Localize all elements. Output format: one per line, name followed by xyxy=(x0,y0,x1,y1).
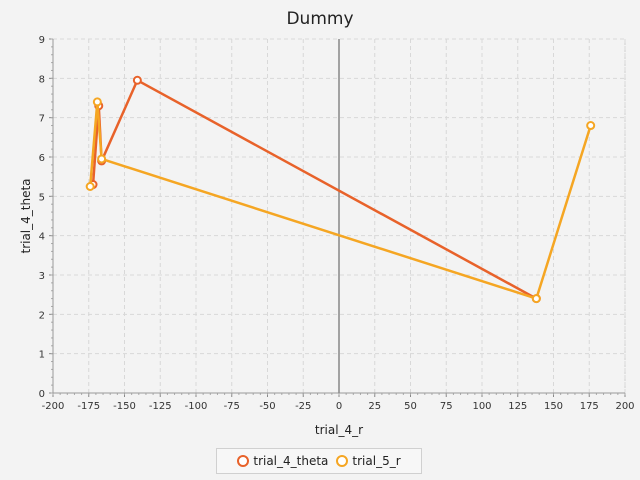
legend-item-trial-4-theta: trial_4_theta xyxy=(237,454,328,468)
data-point xyxy=(97,154,107,164)
series-trial-5-r xyxy=(85,97,596,304)
x-tick-label: -150 xyxy=(113,401,136,412)
y-tick-label: 4 xyxy=(39,232,45,243)
y-axis-label: trial_4_theta xyxy=(19,178,33,253)
data-point xyxy=(132,75,142,85)
legend-label: trial_4_theta xyxy=(253,454,329,468)
legend-marker-icon xyxy=(237,455,250,467)
x-tick-label: -100 xyxy=(185,401,208,412)
data-point xyxy=(92,97,102,107)
y-tick-label: 7 xyxy=(39,114,45,125)
x-tick-label: -50 xyxy=(259,401,275,412)
x-tick-label: 150 xyxy=(544,401,563,412)
legend: trial_4_theta trial_5_r xyxy=(216,448,422,474)
series-group xyxy=(85,75,596,304)
x-tick-label: -25 xyxy=(295,401,311,412)
x-tick-label: -75 xyxy=(224,401,240,412)
x-axis: -200 -175 -150 -125 -100 -75 -50 -25 0 25 50 75 100 1… xyxy=(42,392,635,412)
y-tick-label: 0 xyxy=(39,389,45,400)
x-tick-label: 0 xyxy=(336,401,342,412)
y-tick-label: 2 xyxy=(39,310,45,321)
y-tick-label: 9 xyxy=(39,35,45,46)
y-tick-label: 3 xyxy=(39,271,45,282)
x-tick-label: 50 xyxy=(404,401,417,412)
x-tick-label: 100 xyxy=(472,401,491,412)
chart-title: Dummy xyxy=(286,9,353,29)
x-tick-label: -200 xyxy=(42,401,65,412)
y-tick-label: 5 xyxy=(39,192,45,203)
x-tick-label: 175 xyxy=(580,401,599,412)
y-tick-label: 6 xyxy=(39,153,45,164)
legend-label: trial_5_r xyxy=(352,454,401,468)
y-tick-label: 1 xyxy=(39,350,45,361)
x-tick-label: 25 xyxy=(368,401,381,412)
series-line xyxy=(88,100,592,300)
x-tick-label: -125 xyxy=(149,401,172,412)
data-point xyxy=(85,182,95,191)
data-point xyxy=(586,121,596,131)
legend-marker-icon xyxy=(336,455,349,467)
y-tick-label: 8 xyxy=(39,74,45,85)
series-line xyxy=(91,79,537,300)
y-axis: 0 1 2 3 4 5 6 7 8 9 xyxy=(39,35,54,400)
x-tick-label: 125 xyxy=(508,401,527,412)
data-point xyxy=(531,294,541,304)
x-tick-label: 200 xyxy=(615,401,634,412)
x-tick-label: -175 xyxy=(77,401,100,412)
legend-item-trial-5-r: trial_5_r xyxy=(336,454,401,468)
x-tick-label: 75 xyxy=(440,401,453,412)
x-axis-label: trial_4_r xyxy=(315,423,363,437)
series-trial-4-theta xyxy=(88,75,541,304)
